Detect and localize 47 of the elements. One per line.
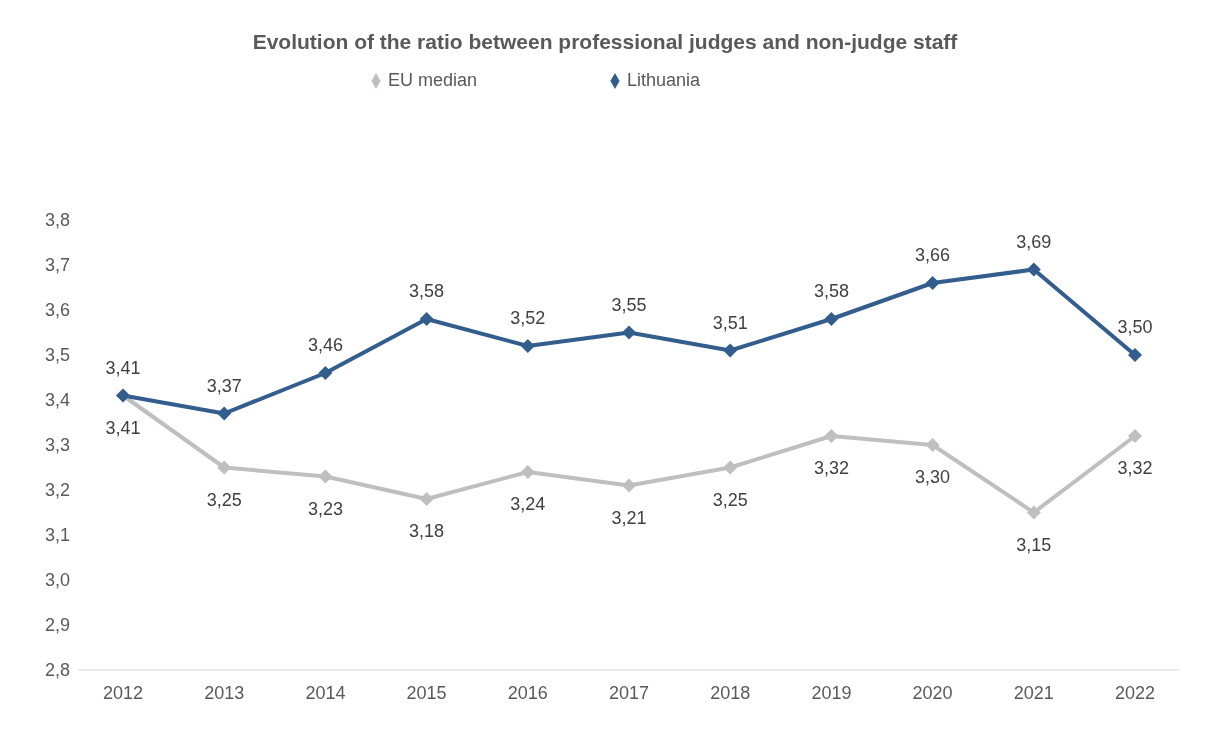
data-label: 3,58 [409, 281, 445, 301]
chart-title: Evolution of the ratio between professional judges and non-judge staff [251, 29, 959, 55]
y-tick-label: 3,6 [44, 300, 70, 321]
legend-label: EU median [387, 70, 477, 90]
data-label: 3,46 [307, 335, 343, 355]
y-tick-label: 3,5 [44, 345, 70, 366]
data-label: 3,41 [105, 417, 141, 438]
data-label: 3,52 [510, 308, 546, 328]
data-label: 3,69 [1016, 231, 1052, 252]
data-label: 3,25 [206, 489, 242, 510]
y-tick-label: 3,1 [44, 525, 70, 546]
data-label: 3,18 [409, 521, 445, 541]
legend-label: Lithuania [626, 70, 701, 90]
y-tick-label: 3,2 [44, 480, 70, 501]
x-tick-label: 2017 [608, 682, 650, 703]
x-tick-label: 2020 [912, 682, 953, 703]
data-label: 3,30 [915, 467, 951, 487]
data-label: 3,25 [712, 489, 748, 510]
x-tick-label: 2012 [102, 682, 144, 703]
y-tick-label: 2,9 [44, 615, 70, 636]
data-label: 3,51 [712, 312, 748, 333]
x-tick-label: 2015 [406, 682, 447, 703]
data-label: 3,50 [1117, 317, 1153, 337]
y-tick-label: 3,7 [44, 255, 70, 276]
y-tick-label: 3,4 [44, 390, 70, 411]
x-tick-label: 2013 [204, 682, 245, 703]
data-label: 3,23 [307, 498, 343, 519]
data-label: 3,66 [915, 245, 951, 265]
data-label: 3,32 [813, 458, 849, 478]
y-tick-label: 3,3 [44, 435, 70, 456]
x-tick-label: 2019 [811, 682, 852, 703]
data-label: 3,21 [611, 507, 647, 528]
y-tick-label: 3,0 [44, 570, 70, 591]
x-tick-label: 2016 [507, 682, 548, 703]
data-label: 3,55 [611, 294, 647, 315]
x-tick-label: 2014 [305, 682, 346, 703]
y-tick-label: 3,8 [44, 210, 70, 231]
data-label: 3,24 [510, 494, 546, 514]
data-label: 3,41 [105, 357, 141, 378]
y-tick-label: 2,8 [44, 660, 70, 681]
data-label: 3,58 [813, 281, 849, 301]
data-label: 3,15 [1016, 534, 1052, 555]
data-label: 3,32 [1117, 458, 1153, 478]
x-tick-label: 2018 [710, 682, 751, 703]
data-label: 3,37 [206, 375, 242, 396]
x-tick-label: 2021 [1013, 682, 1054, 703]
x-tick-label: 2022 [1114, 682, 1156, 703]
